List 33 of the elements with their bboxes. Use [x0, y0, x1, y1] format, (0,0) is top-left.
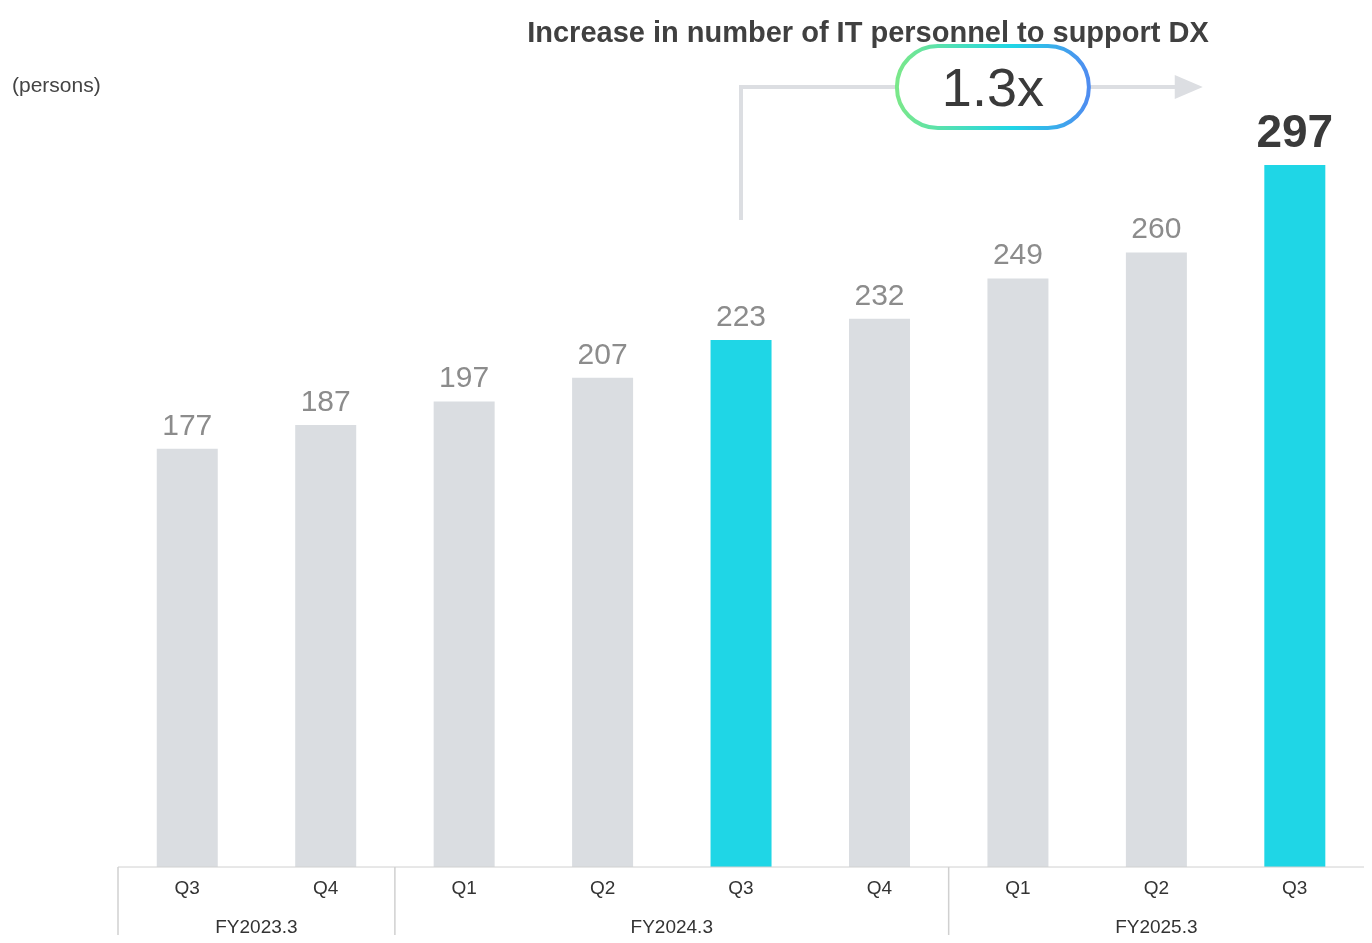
y-axis-title: (persons) [12, 73, 101, 96]
x-tick-label: Q3 [728, 877, 754, 899]
x-tick-label: Q1 [1005, 877, 1031, 899]
data-label: 232 [854, 277, 905, 311]
chart-title: Increase in number of IT personnel to support DX [527, 16, 1210, 48]
x-tick-label: Q2 [589, 877, 616, 899]
bar [433, 401, 495, 867]
x-tick-label: Q4 [866, 877, 893, 899]
x-tick-label: Q1 [451, 877, 477, 899]
text: 1.3x [941, 57, 1044, 117]
bar [1125, 252, 1187, 867]
x-tick-label: Q4 [312, 877, 339, 899]
text: FY2024.3 [630, 916, 713, 937]
bar [987, 278, 1049, 867]
text: FY2025.3 [1115, 916, 1198, 937]
x-tick-label: Q3 [1282, 877, 1308, 899]
data-label: 260 [1131, 211, 1182, 245]
data-label: 223 [716, 298, 767, 332]
data-label: 249 [992, 237, 1043, 271]
data-label: 207 [577, 336, 628, 370]
x-tick-label: Q3 [174, 877, 200, 899]
bar [572, 377, 634, 867]
bar [710, 339, 772, 867]
bar [156, 448, 218, 867]
bar [848, 318, 910, 867]
bar [295, 425, 357, 867]
data-label: 177 [162, 407, 213, 441]
data-label: 197 [439, 360, 490, 394]
text: FY2023.3 [215, 916, 298, 937]
data-label: 297 [1256, 105, 1334, 158]
bar [1264, 165, 1326, 867]
x-tick-label: Q2 [1143, 877, 1170, 899]
data-label: 187 [300, 384, 351, 418]
